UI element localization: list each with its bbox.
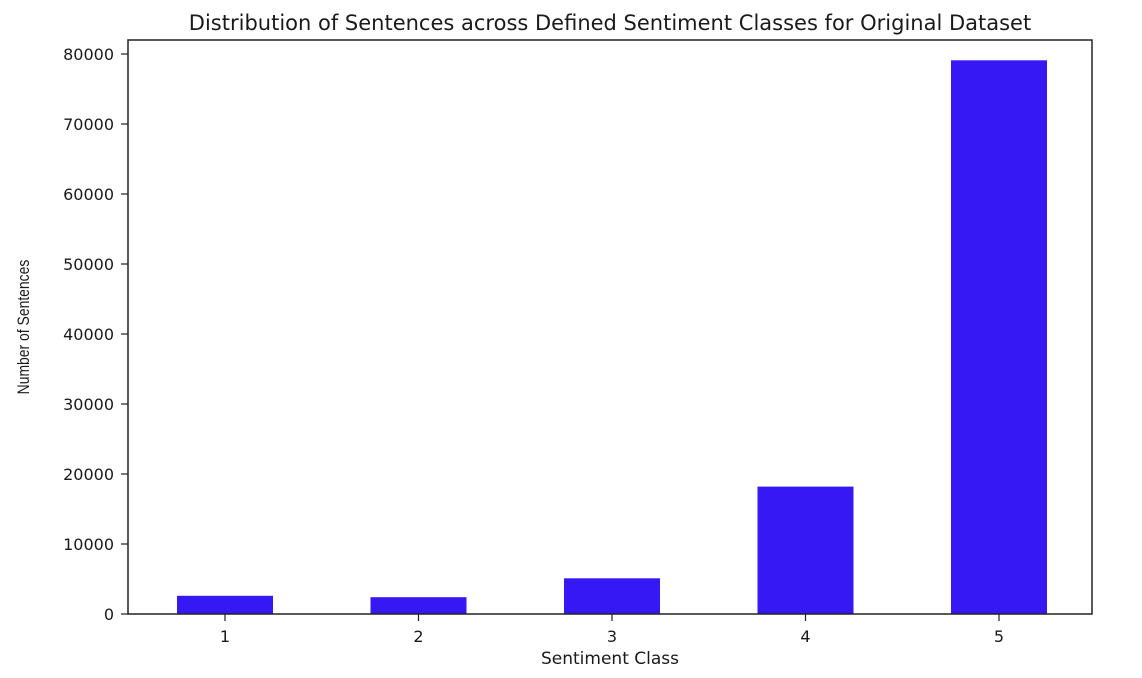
y-tick-label: 70000 [63,115,114,134]
x-axis-ticks: 1 2 3 4 5 [220,614,1004,646]
x-axis-label: Sentiment Class [541,649,679,669]
y-tick-label: 60000 [63,185,114,204]
plot-area: 0 10000 20000 30000 40000 50000 60000 70000 8000… [63,39,1093,646]
bar-class-5 [951,60,1047,615]
bar-class-1 [177,595,273,614]
y-tick-label: 20000 [63,465,114,484]
y-tick-label: 10000 [63,535,114,554]
bar-class-3 [564,578,660,614]
y-tick-label: 0 [104,605,114,624]
axes-frame [127,39,1093,615]
x-tick-label: 3 [607,627,617,646]
x-tick-label: 5 [994,627,1004,646]
x-tick-label: 4 [800,627,810,646]
bar-class-4 [757,486,854,614]
y-axis-label: Number of Sentences [15,259,34,394]
y-tick-label: 50000 [63,255,114,274]
x-tick-label: 1 [220,627,230,646]
chart-title: Distribution of Sentences across Defined… [189,11,1031,35]
bar-class-2 [370,597,467,614]
y-tick-label: 40000 [63,325,114,344]
y-axis-ticks: 0 10000 20000 30000 40000 50000 60000 70000 8000… [63,45,128,624]
y-tick-label: 80000 [63,45,114,64]
x-tick-label: 2 [413,627,423,646]
y-tick-label: 30000 [63,395,114,414]
bars-group [177,60,1047,615]
